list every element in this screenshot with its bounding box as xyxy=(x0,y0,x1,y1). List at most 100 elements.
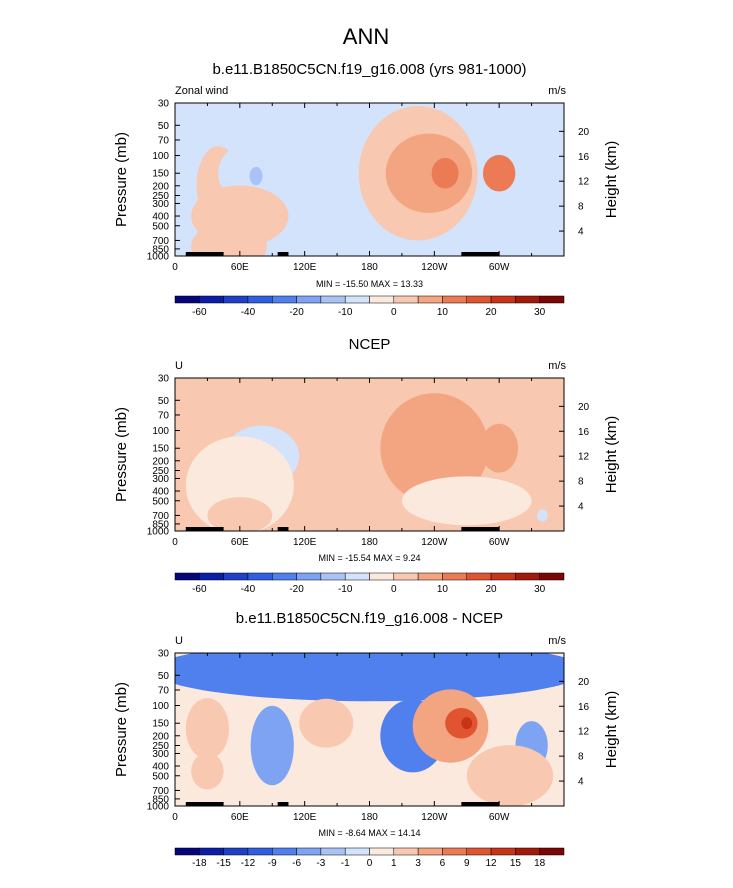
contour-region-7 xyxy=(482,154,516,192)
height-tick-label: 4 xyxy=(578,502,584,513)
colorbar-swatch xyxy=(272,572,297,581)
lon-tick-label: 60W xyxy=(489,812,510,823)
colorbar-swatch xyxy=(539,847,565,856)
height-tick-label: 20 xyxy=(578,402,590,413)
colorbar-swatch xyxy=(490,295,516,304)
colorbar-label: -60 xyxy=(192,307,207,318)
stats-label: MIN = -15.50 MAX = 13.33 xyxy=(316,279,423,289)
y-axis-title: Pressure (mb) xyxy=(113,132,130,227)
pressure-tick-label: 300 xyxy=(152,474,169,485)
colorbar-swatch xyxy=(393,847,419,856)
colorbar-swatch xyxy=(490,847,516,856)
topography-block-2 xyxy=(277,802,289,806)
lon-tick-label: 180 xyxy=(361,812,378,823)
contour-region-8 xyxy=(207,497,273,531)
colorbar-label: 15 xyxy=(510,858,522,869)
lon-tick-label: 180 xyxy=(361,537,378,548)
topography-block-1 xyxy=(185,252,224,256)
colorbar-swatch xyxy=(515,295,540,304)
colorbar-label: -1 xyxy=(341,858,350,869)
pressure-tick-label: 200 xyxy=(152,181,169,192)
pressure-tick-label: 300 xyxy=(152,199,169,210)
contour-region-9 xyxy=(536,509,548,522)
colorbar-swatch xyxy=(515,572,540,581)
colorbar-swatch xyxy=(417,847,443,856)
chart-panel-1: b.e11.B1850C5CN.f19_g16.008 (yrs 981-100… xyxy=(113,61,620,318)
colorbar-swatch xyxy=(515,847,540,856)
stats-label: MIN = -15.54 MAX = 9.24 xyxy=(318,553,420,563)
colorbar-label: -10 xyxy=(338,584,353,595)
height-tick-label: 4 xyxy=(578,227,584,238)
colorbar-swatch xyxy=(393,572,419,581)
colorbar-swatch xyxy=(223,295,249,304)
pressure-tick-label: 70 xyxy=(158,685,170,696)
colorbar-label: 18 xyxy=(534,858,546,869)
colorbar-label: -9 xyxy=(268,858,277,869)
pressure-tick-label: 200 xyxy=(152,731,169,742)
colorbar-label: 1 xyxy=(391,858,397,869)
colorbar-label: 9 xyxy=(464,858,470,869)
contour-region-7 xyxy=(401,476,532,526)
panel-title: b.e11.B1850C5CN.f19_g16.008 (yrs 981-100… xyxy=(212,61,526,78)
colorbar-label: 3 xyxy=(415,858,421,869)
colorbar-swatch xyxy=(320,847,346,856)
lon-tick-label: 120E xyxy=(293,812,317,823)
lon-tick-label: 180 xyxy=(361,262,378,273)
colorbar-label: 20 xyxy=(486,307,498,318)
colorbar-label: -6 xyxy=(292,858,301,869)
pressure-tick-label: 500 xyxy=(152,496,169,507)
colorbar-swatch xyxy=(272,847,297,856)
contour-region-10 xyxy=(191,752,224,790)
colorbar-swatch xyxy=(442,572,467,581)
colorbar-swatch xyxy=(369,847,395,856)
colorbar-swatch xyxy=(247,572,273,581)
colorbar-swatch xyxy=(296,572,322,581)
colorbar-swatch xyxy=(174,572,200,581)
pressure-tick-label: 1000 xyxy=(147,802,170,813)
pressure-tick-label: 30 xyxy=(158,99,170,110)
colorbar-label: -3 xyxy=(316,858,325,869)
pressure-tick-label: 100 xyxy=(152,426,169,437)
contour-region-3 xyxy=(299,698,354,748)
colorbar-label: 30 xyxy=(534,307,546,318)
colorbar-swatch xyxy=(320,572,346,581)
stats-label: MIN = -8.64 MAX = 14.14 xyxy=(318,828,420,838)
topography-block-2 xyxy=(277,252,289,256)
colorbar: -18 -15 -12 -9 -6 -3 -1 0 1 3 6 9 12 15 18 xyxy=(174,847,565,869)
lon-tick-label: 120E xyxy=(293,537,317,548)
colorbar-label: -12 xyxy=(241,858,256,869)
colorbar-label: 10 xyxy=(437,307,449,318)
pressure-tick-label: 50 xyxy=(158,121,170,132)
colorbar-swatch xyxy=(344,847,370,856)
pressure-tick-label: 30 xyxy=(158,649,170,660)
lon-tick-label: 120W xyxy=(421,537,448,548)
colorbar-swatch xyxy=(199,572,224,581)
colorbar: -60 -40 -20 -10 0 10 20 30 xyxy=(174,295,565,318)
colorbar-swatch xyxy=(247,295,273,304)
colorbar-label: -20 xyxy=(289,307,304,318)
colorbar-swatch xyxy=(466,847,492,856)
contour-field xyxy=(175,653,564,806)
pressure-tick-label: 700 xyxy=(152,786,169,797)
colorbar-swatch xyxy=(393,295,419,304)
units-label: m/s xyxy=(548,85,566,97)
colorbar-swatch xyxy=(174,295,200,304)
contour-region-9 xyxy=(191,221,267,256)
pressure-tick-label: 500 xyxy=(152,771,169,782)
colorbar-swatch xyxy=(466,295,492,304)
colorbar-swatch xyxy=(320,295,346,304)
colorbar-swatch xyxy=(369,572,395,581)
colorbar-swatch xyxy=(344,572,370,581)
panel-title: b.e11.B1850C5CN.f19_g16.008 - NCEP xyxy=(236,610,503,627)
lon-tick-label: 120W xyxy=(421,262,448,273)
colorbar-swatch xyxy=(296,295,322,304)
lon-tick-label: 60E xyxy=(231,537,249,548)
topography-block-3 xyxy=(461,252,500,256)
height-tick-label: 12 xyxy=(578,452,590,463)
pressure-tick-label: 1000 xyxy=(147,252,170,263)
contour-region-10 xyxy=(445,242,467,256)
contour-region-5 xyxy=(250,705,294,786)
colorbar-label: -20 xyxy=(289,584,304,595)
colorbar-label: -40 xyxy=(241,584,256,595)
